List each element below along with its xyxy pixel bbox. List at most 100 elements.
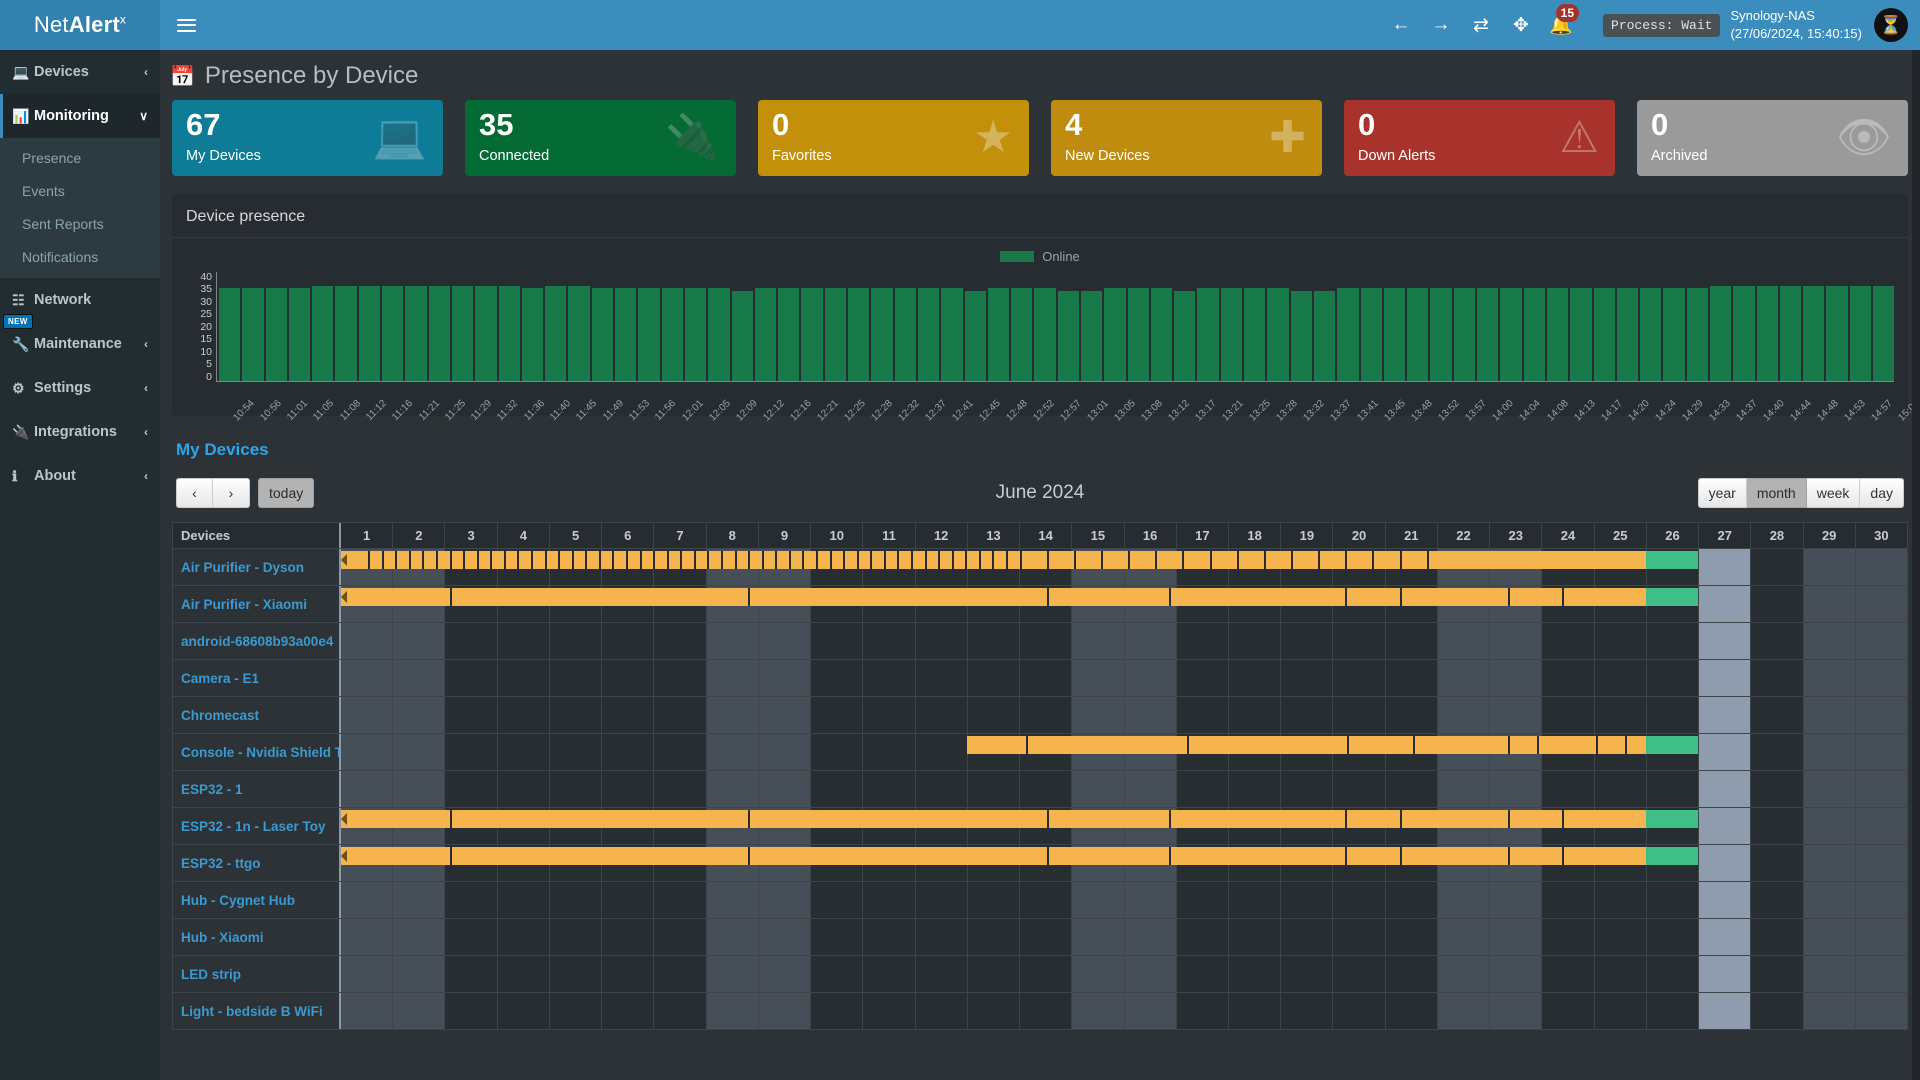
timeline-day-cell[interactable]: [341, 734, 393, 770]
timeline-day-cell[interactable]: [1802, 993, 1855, 1029]
timeline-day-cell[interactable]: [548, 956, 601, 992]
timeline-day-cell[interactable]: [1332, 660, 1384, 696]
timeline-day-cell[interactable]: [1489, 623, 1542, 659]
timeline-day-cell[interactable]: [601, 845, 653, 881]
timeline-day-cell[interactable]: [1384, 697, 1437, 733]
timeline-day-cell[interactable]: [705, 808, 758, 844]
timeline-day-cell[interactable]: [1332, 623, 1384, 659]
timeline-day-cell[interactable]: [1593, 734, 1646, 770]
timeline-day-cell[interactable]: [1175, 845, 1228, 881]
timeline-day-cell[interactable]: [914, 623, 967, 659]
timeline-day-cell[interactable]: [1280, 623, 1332, 659]
timeline-day-cell[interactable]: [966, 808, 1019, 844]
timeline-day-cell[interactable]: [601, 586, 653, 622]
timeline-day-cell[interactable]: [1436, 882, 1490, 918]
calendar-view-week[interactable]: week: [1806, 478, 1861, 508]
timeline-day-cell[interactable]: [1384, 586, 1437, 622]
timeline-day-cell[interactable]: [653, 956, 705, 992]
timeline-day-cell[interactable]: [341, 697, 393, 733]
timeline-day-cell[interactable]: [548, 882, 601, 918]
timeline-day-cell[interactable]: [1123, 660, 1176, 696]
timeline-day-cell[interactable]: [392, 697, 445, 733]
timeline-day-cell[interactable]: [1541, 919, 1593, 955]
timeline-day-cell[interactable]: [1854, 623, 1907, 659]
timeline-day-cell[interactable]: [1802, 660, 1855, 696]
table-row[interactable]: Chromecast: [173, 697, 1907, 734]
timeline-day-cell[interactable]: [1436, 956, 1490, 992]
timeline-day-cell[interactable]: [914, 660, 967, 696]
move-icon[interactable]: ✥: [1513, 14, 1529, 36]
timeline-day-cell[interactable]: [1802, 623, 1855, 659]
timeline-day-cell[interactable]: [1123, 771, 1176, 807]
timeline-day-cell[interactable]: [444, 549, 496, 585]
timeline-day-cell[interactable]: [705, 993, 758, 1029]
timeline-day-cell[interactable]: [862, 919, 914, 955]
timeline-day-cell[interactable]: [1384, 845, 1437, 881]
timeline-day-cell[interactable]: [1280, 549, 1332, 585]
timeline-day-cell[interactable]: [810, 771, 862, 807]
timeline-day-cell[interactable]: [548, 808, 601, 844]
timeline-day-cell[interactable]: [862, 771, 914, 807]
timeline-day-cell[interactable]: [653, 882, 705, 918]
timeline-day-cell[interactable]: [1019, 771, 1071, 807]
timeline-day-cell[interactable]: [966, 845, 1019, 881]
timeline-day-cell[interactable]: [914, 697, 967, 733]
timeline-day-cell[interactable]: [1698, 549, 1751, 585]
timeline-day-cell[interactable]: [1854, 660, 1907, 696]
timeline-day-cell[interactable]: [496, 697, 549, 733]
timeline-day-cell[interactable]: [705, 623, 758, 659]
timeline-day-cell[interactable]: [1175, 919, 1228, 955]
timeline-day-cell[interactable]: [705, 919, 758, 955]
bell-icon[interactable]: 🔔 15: [1541, 0, 1581, 50]
calendar-prev-button[interactable]: ‹: [176, 478, 213, 508]
timeline-day-cell[interactable]: [810, 808, 862, 844]
timeline-day-cell[interactable]: [392, 993, 445, 1029]
timeline-day-cell[interactable]: [1019, 660, 1071, 696]
timeline-day-cell[interactable]: [1123, 882, 1176, 918]
timeline-day-cell[interactable]: [757, 549, 811, 585]
table-row[interactable]: ESP32 - 1n - Laser Toy: [173, 808, 1907, 845]
timeline-day-cell[interactable]: [1175, 771, 1228, 807]
timeline-day-cell[interactable]: [601, 660, 653, 696]
timeline-day-cell[interactable]: [601, 771, 653, 807]
timeline-day-cell[interactable]: [1698, 956, 1751, 992]
timeline-day-cell[interactable]: [1750, 697, 1802, 733]
timeline-day-cell[interactable]: [392, 808, 445, 844]
timeline-day-cell[interactable]: [966, 623, 1019, 659]
device-name-link[interactable]: Air Purifier - Xiaomi: [173, 586, 341, 622]
device-name-link[interactable]: ESP32 - 1: [173, 771, 341, 807]
timeline-day-cell[interactable]: [1384, 993, 1437, 1029]
timeline-day-cell[interactable]: [1436, 660, 1490, 696]
timeline-day-cell[interactable]: [1332, 734, 1384, 770]
timeline-day-cell[interactable]: [1280, 734, 1332, 770]
timeline-day-cell[interactable]: [341, 845, 393, 881]
timeline-day-cell[interactable]: [1071, 808, 1124, 844]
timeline-day-cell[interactable]: [1750, 660, 1802, 696]
timeline-day-cell[interactable]: [1802, 549, 1855, 585]
table-row[interactable]: android-68608b93a00e4: [173, 623, 1907, 660]
timeline-day-cell[interactable]: [548, 771, 601, 807]
timeline-day-cell[interactable]: [1280, 919, 1332, 955]
timeline-day-cell[interactable]: [1802, 808, 1855, 844]
timeline-day-cell[interactable]: [1227, 956, 1280, 992]
timeline-day-cell[interactable]: [601, 808, 653, 844]
timeline-day-cell[interactable]: [601, 993, 653, 1029]
timeline-day-cell[interactable]: [1593, 882, 1646, 918]
timeline-day-cell[interactable]: [444, 623, 496, 659]
device-name-link[interactable]: Camera - E1: [173, 660, 341, 696]
timeline-day-cell[interactable]: [1019, 919, 1071, 955]
timeline-day-cell[interactable]: [1332, 697, 1384, 733]
table-row[interactable]: Hub - Xiaomi: [173, 919, 1907, 956]
app-logo[interactable]: NetAlertx: [0, 0, 160, 50]
timeline-day-cell[interactable]: [914, 919, 967, 955]
timeline-day-cell[interactable]: [757, 882, 811, 918]
timeline-day-cell[interactable]: [1854, 771, 1907, 807]
stat-card-my-devices[interactable]: 67 My Devices 💻: [172, 100, 443, 176]
timeline-day-cell[interactable]: [1332, 549, 1384, 585]
timeline-day-cell[interactable]: [1071, 586, 1124, 622]
timeline-day-cell[interactable]: [1227, 771, 1280, 807]
timeline-day-cell[interactable]: [1750, 808, 1802, 844]
timeline-day-cell[interactable]: [1802, 919, 1855, 955]
timeline-day-cell[interactable]: [1802, 845, 1855, 881]
timeline-day-cell[interactable]: [1227, 549, 1280, 585]
